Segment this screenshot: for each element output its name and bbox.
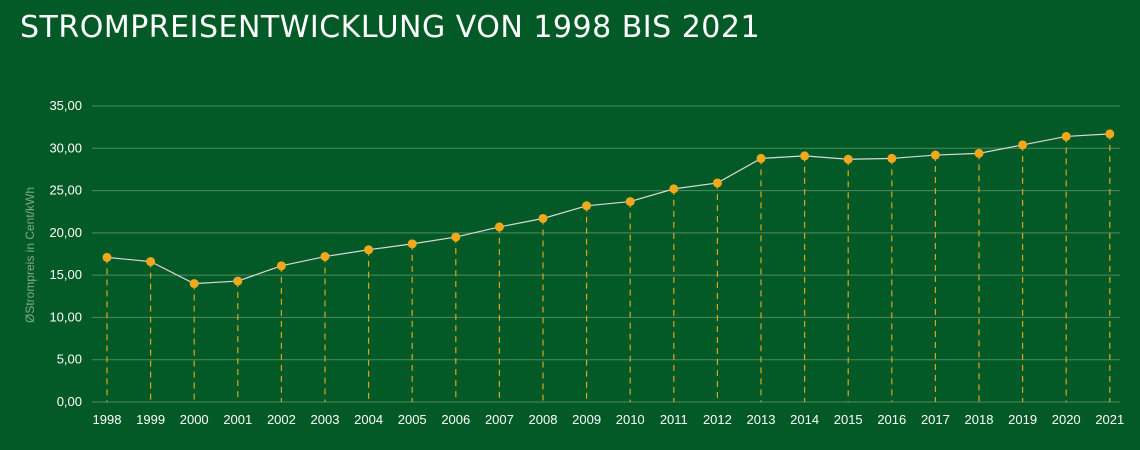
x-tick-label: 2016 [877, 412, 906, 427]
x-tick-label: 2004 [354, 412, 383, 427]
y-tick-labels: 0,00 5,00 10,00 15,00 20,00 25,00 30,00 35,00 [49, 98, 82, 409]
x-tick-label: 2019 [1008, 412, 1037, 427]
data-point [102, 252, 112, 262]
data-point [1061, 131, 1071, 141]
grid-lines [92, 105, 1120, 403]
data-point [930, 150, 940, 160]
data-points [102, 129, 1115, 289]
data-point [974, 148, 984, 158]
y-tick-label: 30,00 [49, 140, 82, 155]
y-tick-label: 25,00 [49, 183, 82, 198]
x-tick-label: 2005 [398, 412, 427, 427]
y-tick-label: 35,00 [49, 98, 82, 113]
series-line [106, 133, 1110, 285]
x-tick-label: 2013 [747, 412, 776, 427]
x-tick-label: 2010 [616, 412, 645, 427]
data-point [189, 279, 199, 289]
data-point [407, 239, 417, 249]
data-point [843, 154, 853, 164]
x-tick-label: 2006 [441, 412, 470, 427]
x-tick-label: 2007 [485, 412, 514, 427]
x-tick-label: 2002 [267, 412, 296, 427]
data-point [669, 184, 679, 194]
y-tick-label: 10,00 [49, 309, 82, 324]
data-point [1105, 129, 1115, 139]
x-tick-labels: 1998 1999 2000 2001 2002 2003 2004 2005 2006 2007… [93, 412, 1125, 427]
x-tick-label: 2015 [834, 412, 863, 427]
data-point [538, 213, 548, 223]
x-tick-label: 2014 [790, 412, 819, 427]
y-tick-label: 20,00 [49, 225, 82, 240]
data-point [1018, 140, 1028, 150]
data-point [276, 261, 286, 271]
drop-lines [106, 133, 1111, 402]
x-tick-label: 1998 [93, 412, 122, 427]
chart-title: STROMPREISENTWICKLUNG VON 1998 BIS 2021 [20, 10, 761, 45]
series-line-group [106, 133, 1110, 285]
data-point [494, 222, 504, 232]
x-tick-label: 2000 [180, 412, 209, 427]
y-axis-label: ØStrompreis in Cent/kWh [23, 187, 37, 323]
x-tick-label: 2001 [223, 412, 252, 427]
x-tick-label: 1999 [136, 412, 165, 427]
x-tick-label: 2012 [703, 412, 732, 427]
x-tick-label: 2009 [572, 412, 601, 427]
data-point [320, 252, 330, 262]
y-tick-label: 5,00 [57, 352, 82, 367]
x-tick-label: 2020 [1052, 412, 1081, 427]
data-point [233, 276, 243, 286]
data-point [625, 197, 635, 207]
x-tick-label: 2018 [965, 412, 994, 427]
x-tick-label: 2021 [1095, 412, 1124, 427]
y-tick-label: 15,00 [49, 267, 82, 282]
x-tick-label: 2011 [660, 412, 688, 427]
data-point [887, 153, 897, 163]
data-point [146, 257, 156, 267]
data-point [800, 151, 810, 161]
x-tick-label: 2008 [529, 412, 558, 427]
data-point [712, 178, 722, 188]
data-point [451, 232, 461, 242]
x-tick-label: 2003 [311, 412, 340, 427]
y-tick-label: 0,00 [57, 394, 82, 409]
data-point [582, 201, 592, 211]
data-point [756, 153, 766, 163]
x-tick-label: 2017 [921, 412, 950, 427]
data-point [364, 245, 374, 255]
